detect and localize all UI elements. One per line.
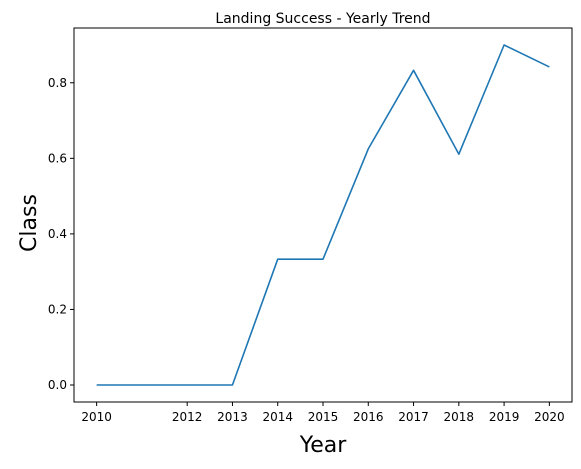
x-tick-label: 2013 [217,410,248,424]
series-layer [96,44,550,386]
x-tick-label: 2012 [172,410,203,424]
y-tick-label: 0.8 [48,76,67,90]
series-line [96,44,550,386]
x-tick-label: 2018 [444,410,475,424]
y-axis-ticks: 0.0 0.2 0.4 0.6 0.8 [48,76,74,392]
x-axis-label: Year [299,433,348,458]
x-tick-label: 2016 [353,410,384,424]
x-tick-label: 2020 [534,410,565,424]
x-axis-ticks: 2010 2012 2013 2014 2015 2016 2017 2018 2019 2020 [81,402,565,424]
x-axis-label-group: Year [299,433,348,458]
y-tick-label: 0.2 [48,302,67,316]
y-tick-label: 0.0 [48,378,67,392]
x-tick-label: 2017 [398,410,429,424]
y-tick-label: 0.4 [48,227,67,241]
x-tick-label: 2010 [81,410,112,424]
y-axis-label-group: Class [17,194,42,252]
y-tick-label: 0.6 [48,151,67,165]
x-tick-label: 2014 [262,410,293,424]
x-tick-label: 2019 [489,410,520,424]
x-tick-label: 2015 [308,410,339,424]
plot-area-frame [73,27,573,403]
y-axis-label: Class [17,194,42,252]
chart-title: Landing Success - Yearly Trend [215,11,430,27]
